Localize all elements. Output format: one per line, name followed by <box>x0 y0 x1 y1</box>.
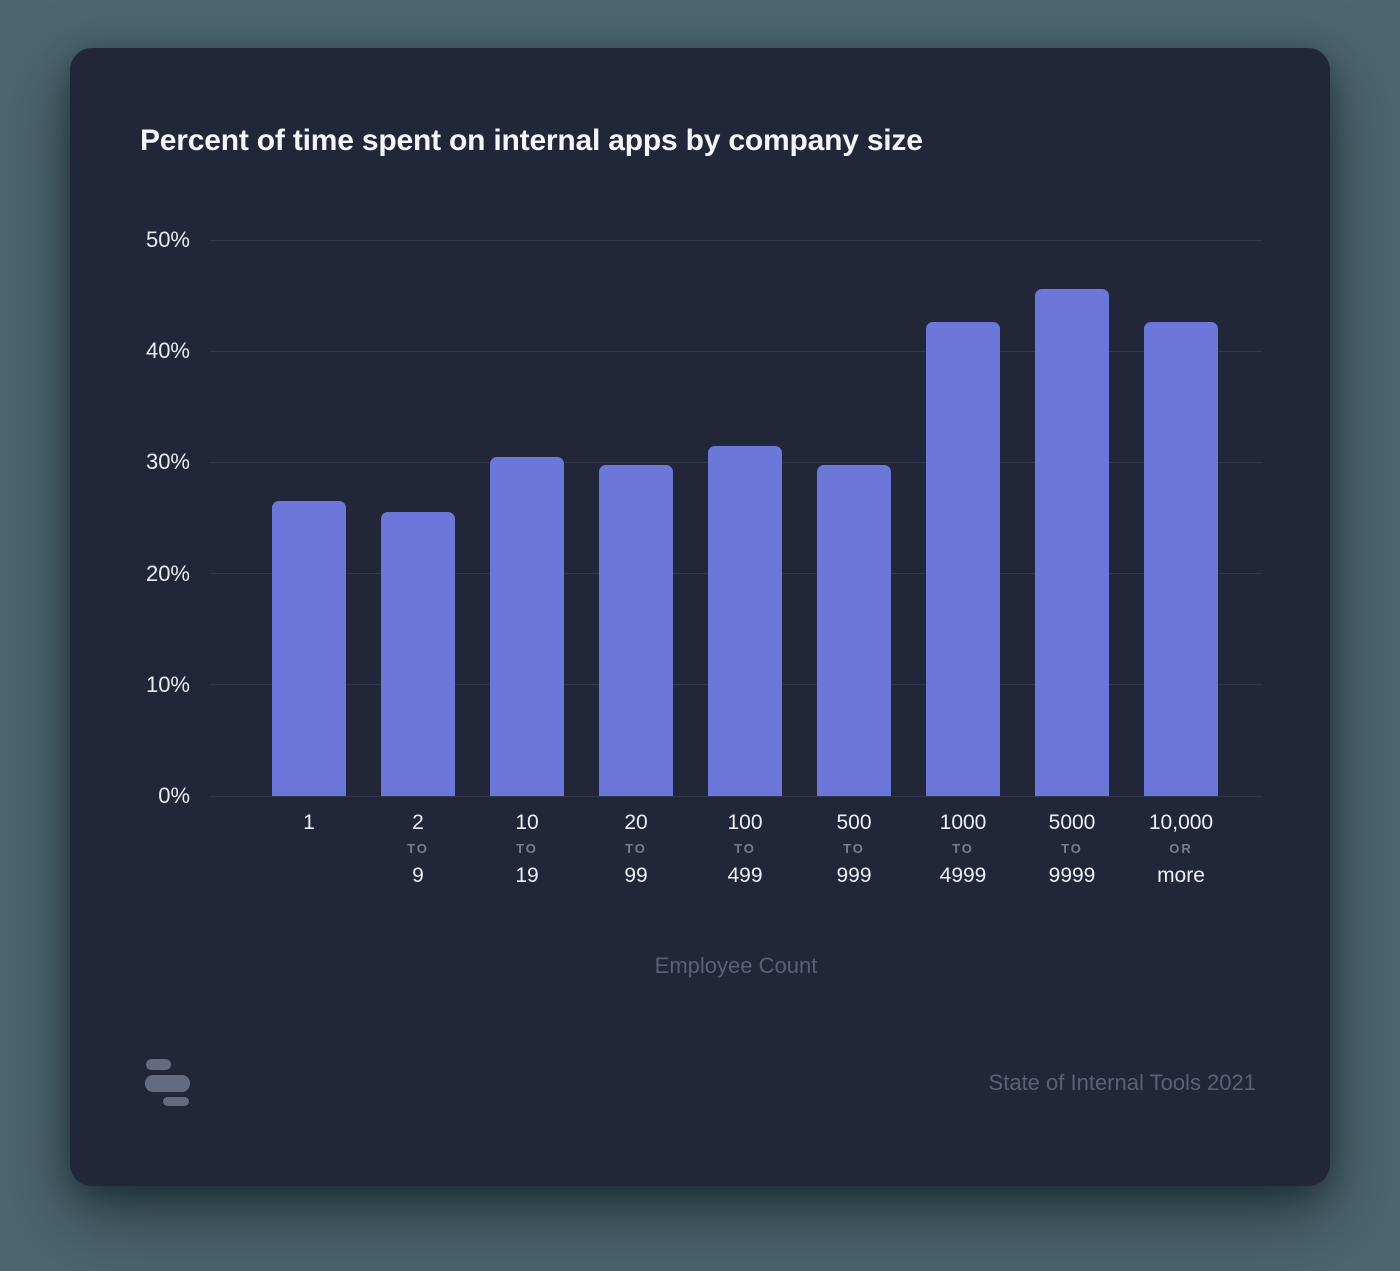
x-tick-line2: 9 <box>412 864 424 887</box>
x-tick-label: 5000 TO 9999 <box>1007 810 1137 889</box>
x-tick-line1: 10,000 <box>1148 811 1214 834</box>
x-tick-label: 1 <box>244 810 374 836</box>
plot-area <box>210 239 1262 797</box>
gridline <box>210 239 1262 241</box>
x-axis-title: Employee Count <box>654 953 818 978</box>
y-tick-label: 30% <box>145 449 190 475</box>
x-tick-connector: TO <box>952 841 974 856</box>
bar-10 <box>490 456 564 796</box>
x-tick-line1: 1000 <box>939 811 987 834</box>
x-tick-connector: TO <box>843 841 865 856</box>
chart-title: Percent of time spent on internal apps b… <box>140 124 923 157</box>
bar-2 <box>381 512 455 796</box>
x-tick-label: 1000 TO 4999 <box>898 810 1028 889</box>
x-tick-line2: 99 <box>624 864 648 887</box>
x-tick-line1: 10 <box>515 811 539 834</box>
x-tick-line1: 20 <box>624 811 648 834</box>
bar-1000 <box>926 322 1000 796</box>
y-tick-label: 50% <box>145 227 190 252</box>
x-tick-line2: 9999 <box>1048 864 1096 887</box>
bar-20 <box>599 464 673 796</box>
x-tick-connector: TO <box>516 841 538 856</box>
bar-100 <box>708 445 782 796</box>
x-tick-line1: 1 <box>303 811 315 834</box>
x-tick-line2: 999 <box>836 864 872 887</box>
gridline <box>210 350 1262 352</box>
y-tick-label: 10% <box>145 671 190 697</box>
x-tick-line2: more <box>1157 864 1205 887</box>
bar-10,000 <box>1144 322 1218 796</box>
y-tick-label: 0% <box>158 783 190 808</box>
x-tick-line1: 500 <box>836 811 872 834</box>
x-tick-label: 100 TO 499 <box>680 810 810 889</box>
x-tick-line2: 4999 <box>939 864 987 887</box>
x-tick-label: 10,000 OR more <box>1116 810 1246 889</box>
x-tick-label: 10 TO 19 <box>462 810 592 889</box>
bar-5000 <box>1035 288 1109 796</box>
gridline <box>210 795 1262 797</box>
x-tick-connector: OR <box>1169 841 1193 856</box>
x-tick-label: 2 TO 9 <box>353 810 483 889</box>
logo-bar-bottom <box>163 1097 189 1106</box>
y-axis: 0% 10% 20% 30% 40% 50% <box>90 227 190 808</box>
logo-bar-middle <box>145 1075 190 1092</box>
chart-card: Percent of time spent on internal apps b… <box>70 48 1330 1186</box>
x-tick-connector: TO <box>625 841 647 856</box>
y-tick-label: 20% <box>145 560 190 586</box>
x-tick-line1: 100 <box>727 811 763 834</box>
retool-logo-icon <box>145 1059 195 1109</box>
y-tick-label: 40% <box>145 338 190 364</box>
logo-bar-top <box>146 1059 171 1070</box>
x-tick-connector: TO <box>1061 841 1083 856</box>
bar-1 <box>272 501 346 796</box>
source-caption: State of Internal Tools 2021 <box>988 1070 1256 1095</box>
x-tick-line2: 499 <box>727 864 763 887</box>
x-axis-ticks: 1 2 TO 9 10 TO 19 20 TO 99 100 TO 499 500 TO 999 1000 TO 4… <box>210 810 1262 940</box>
x-tick-line1: 5000 <box>1048 811 1096 834</box>
x-tick-line1: 2 <box>412 811 424 834</box>
x-tick-label: 20 TO 99 <box>571 810 701 889</box>
x-tick-connector: TO <box>734 841 756 856</box>
x-tick-line2: 19 <box>515 864 539 887</box>
x-tick-label: 500 TO 999 <box>789 810 919 889</box>
bar-500 <box>817 464 891 796</box>
x-tick-connector: TO <box>407 841 429 856</box>
